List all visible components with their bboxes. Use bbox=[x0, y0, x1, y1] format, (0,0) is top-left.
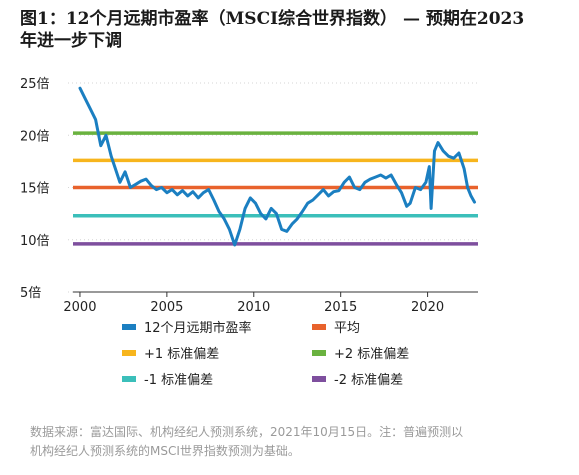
pe-series-layer bbox=[78, 86, 476, 247]
y-tick-label-2: 15倍 bbox=[20, 182, 50, 197]
pe-series-line bbox=[78, 86, 476, 247]
chart-title-line-2: 年进一步下调 bbox=[20, 31, 122, 51]
legend-label-plus1sd: +1 标准偏差 bbox=[144, 347, 220, 362]
legend-item-minus2sd: -2 标准偏差 bbox=[312, 369, 403, 389]
legend-swatch-pe bbox=[122, 323, 136, 330]
y-tick-label-1: 20倍 bbox=[20, 129, 50, 144]
legend-item-minus1sd: -1 标准偏差 bbox=[122, 369, 213, 389]
x-tick-label-0: 2000 bbox=[63, 300, 96, 315]
x-tick-label-3: 2015 bbox=[324, 300, 357, 315]
x-tick-label-4: 2020 bbox=[411, 300, 444, 315]
axis-layer: 25倍 20倍 15倍 10倍 5倍 2000 2005 2010 2015 2020 bbox=[20, 77, 478, 315]
x-tick-label-2: 2010 bbox=[237, 300, 270, 315]
footnote-line-1: 数据来源：富达国际、机构经纪人预测系统，2021年10月15日。注：普遍预测以 bbox=[30, 425, 464, 439]
chart-title-line-1: 图1：12个月远期市盈率（MSCI综合世界指数） — 预期在2023 bbox=[20, 9, 525, 29]
legend-label-minus2sd: -2 标准偏差 bbox=[334, 373, 404, 388]
legend-item-plus2sd: +2 标准偏差 bbox=[312, 343, 409, 363]
legend-swatch-minus2sd bbox=[312, 375, 326, 382]
chart-legend: 12个月远期市盈率 平均 +1 标准偏差 +2 标准偏差 -1 标准偏差 -2 … bbox=[122, 317, 442, 389]
legend-item-plus1sd: +1 标准偏差 bbox=[122, 343, 219, 363]
legend-swatch-plus2sd bbox=[312, 349, 326, 356]
footnote-line-2: 机构经纪人预测系统的MSCI世界指数预测为基础。 bbox=[30, 444, 300, 458]
legend-label-pe: 12个月远期市盈率 bbox=[144, 321, 252, 336]
source-footnote: 数据来源：富达国际、机构经纪人预测系统，2021年10月15日。注：普遍预测以 … bbox=[30, 423, 545, 461]
band-lines-layer bbox=[73, 131, 478, 246]
legend-item-pe: 12个月远期市盈率 bbox=[122, 317, 252, 337]
legend-swatch-mean bbox=[312, 323, 326, 330]
y-tick-label-3: 10倍 bbox=[20, 234, 50, 249]
legend-swatch-plus1sd bbox=[122, 349, 136, 356]
y-tick-label-4: 5倍 bbox=[20, 286, 41, 301]
legend-item-mean: 平均 bbox=[312, 317, 360, 337]
legend-label-mean: 平均 bbox=[334, 321, 361, 336]
legend-label-minus1sd: -1 标准偏差 bbox=[144, 373, 214, 388]
legend-swatch-minus1sd bbox=[122, 375, 136, 382]
chart-title: 图1：12个月远期市盈率（MSCI综合世界指数） — 预期在2023 年进一步下… bbox=[20, 8, 560, 52]
y-tick-label-0: 25倍 bbox=[20, 77, 50, 92]
legend-label-plus2sd: +2 标准偏差 bbox=[334, 347, 410, 362]
x-tick-label-1: 2005 bbox=[150, 300, 183, 315]
